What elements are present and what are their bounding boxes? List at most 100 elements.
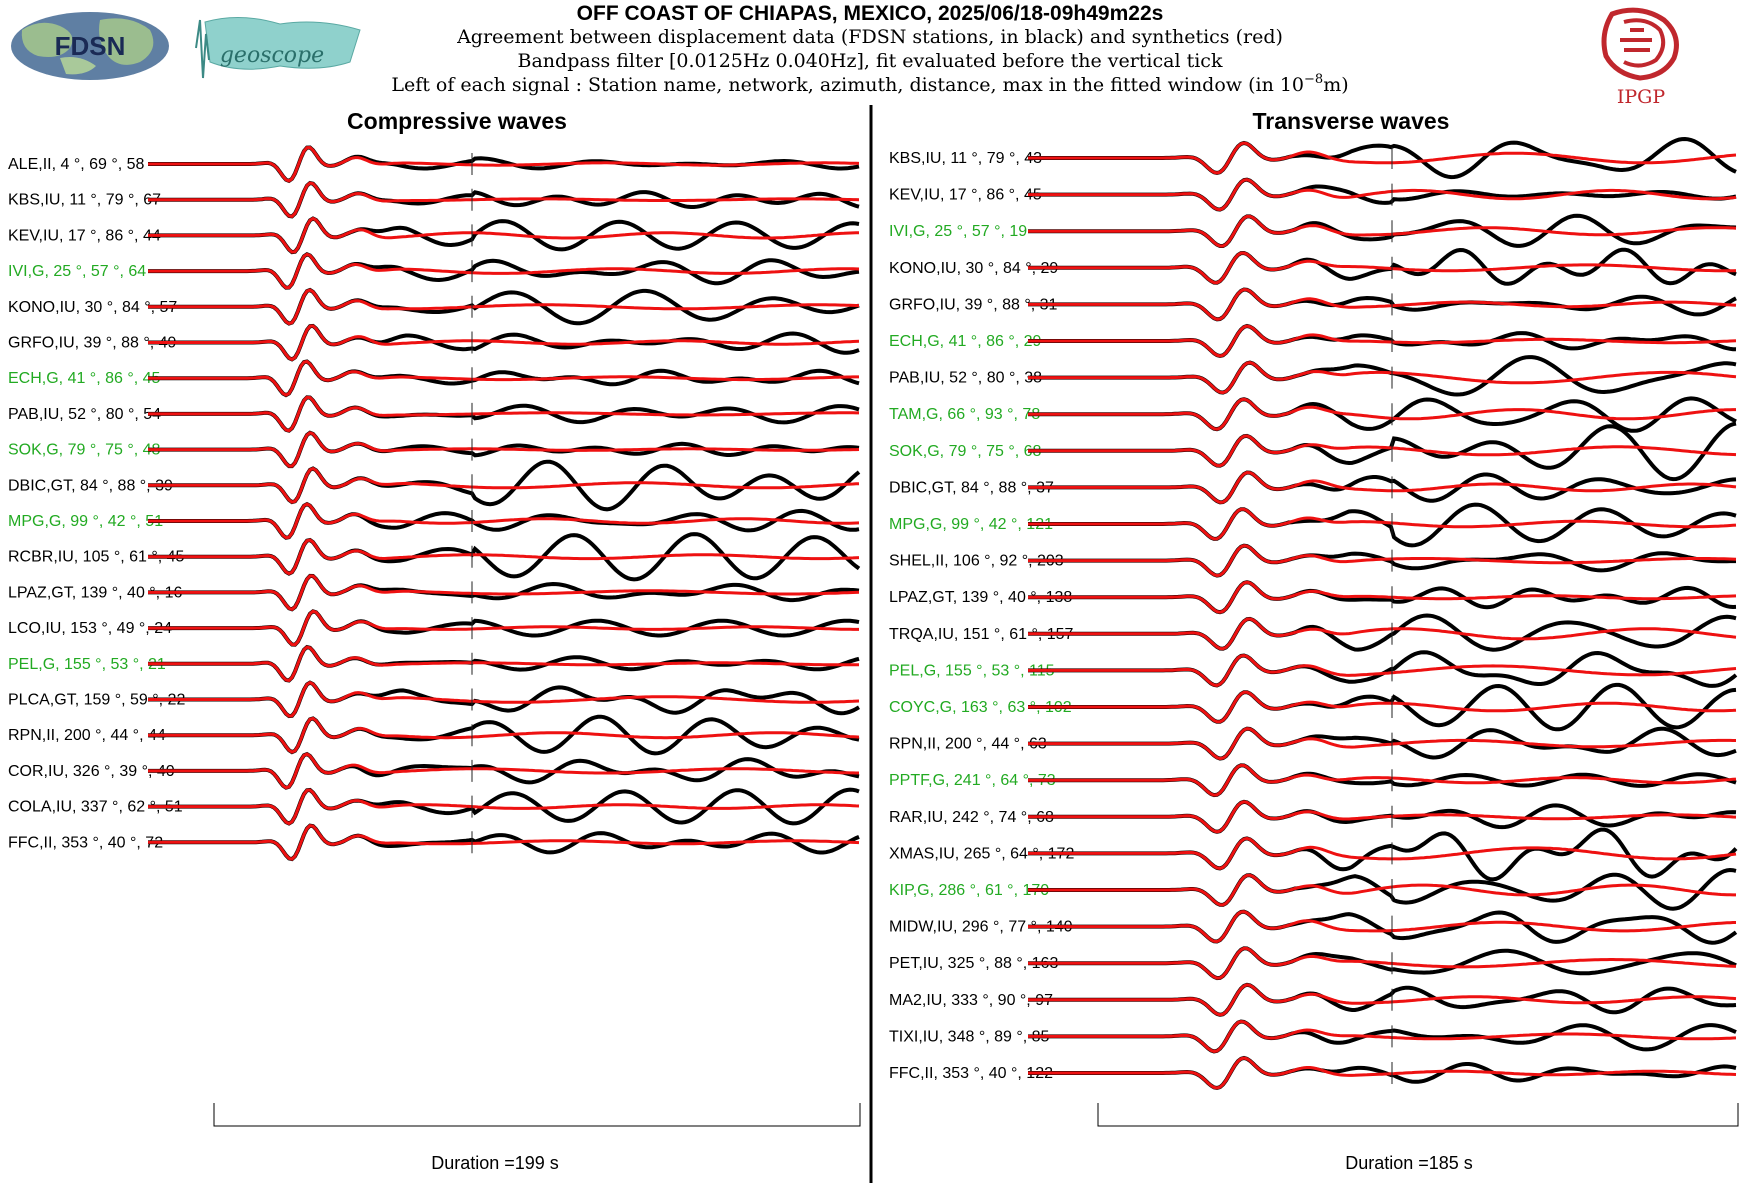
subtitle-line-3-prefix: Left of each signal : Station name, netw… — [391, 74, 1304, 96]
station-label: MIDW,IU, 296 °, 77 °, 140 — [889, 919, 1073, 936]
station-label: XMAS,IU, 265 °, 64 °, 172 — [889, 845, 1074, 862]
figure-title: OFF COAST OF CHIAPAS, MEXICO, 2025/06/18… — [577, 2, 1164, 25]
synthetic-trace — [148, 645, 859, 683]
subtitle-line-2: Bandpass filter [0.0125Hz 0.040Hz], fit … — [518, 50, 1223, 72]
compressive-duration-label: Duration =199 s — [431, 1153, 559, 1173]
ipgp-logo-text: IPGP — [1617, 86, 1665, 108]
synthetic-trace — [148, 609, 859, 647]
synthetic-trace — [1028, 617, 1737, 651]
synthetic-trace — [1028, 361, 1737, 395]
synthetic-trace — [1028, 1019, 1737, 1053]
subtitle-line-3: Left of each signal : Station name, netw… — [391, 72, 1348, 96]
synthetic-trace — [1028, 946, 1737, 980]
synthetic-trace — [148, 752, 859, 790]
station-label: GRFO,IU, 39 °, 88 °, 49 — [8, 335, 177, 352]
ipgp-logo: IPGP — [1601, 7, 1679, 108]
synthetic-trace — [148, 716, 860, 754]
synthetic-trace — [148, 502, 860, 540]
synthetic-trace — [1028, 287, 1737, 321]
synthetic-trace — [148, 359, 859, 397]
synthetic-trace — [1028, 507, 1737, 541]
station-label: COR,IU, 326 °, 39 °, 40 — [8, 763, 175, 780]
station-label: PAB,IU, 52 °, 80 °, 54 — [8, 406, 161, 423]
synthetic-trace — [148, 788, 860, 826]
synthetic-trace — [1028, 251, 1737, 285]
duration-bracket — [213, 1103, 861, 1127]
synthetic-trace — [148, 288, 860, 326]
station-label: FFC,II, 353 °, 40 °, 72 — [8, 834, 163, 851]
station-label: KEV,IU, 17 °, 86 °, 45 — [889, 187, 1042, 204]
fdsn-logo: FDSN — [11, 12, 169, 80]
station-label: RAR,IU, 242 °, 74 °, 68 — [889, 809, 1054, 826]
synthetic-trace — [1028, 800, 1737, 834]
compressive-panel-title: Compressive waves — [347, 108, 567, 134]
transverse-waves-panel: KBS,IU, 11 °, 79 °, 43 KEV,IU, 17 °, 86 °… — [889, 136, 1739, 1127]
station-label: ALE,II, 4 °, 69 °, 58 — [8, 156, 145, 173]
station-label: TAM,G, 66 °, 93 °, 78 — [889, 406, 1040, 423]
station-label: RPN,II, 200 °, 44 °, 63 — [889, 736, 1047, 753]
duration-bracket — [1097, 1103, 1739, 1127]
station-label: KONO,IU, 30 °, 84 °, 29 — [889, 260, 1058, 277]
geoscope-logo-text: geoscope — [220, 43, 324, 68]
station-label: KONO,IU, 30 °, 84 °, 57 — [8, 299, 177, 316]
synthetic-trace — [148, 324, 860, 362]
station-label: MPG,G, 99 °, 42 °, 51 — [8, 513, 163, 530]
station-label: TRQA,IU, 151 °, 61 °, 157 — [889, 626, 1074, 643]
station-label: LCO,IU, 153 °, 49 °, 24 — [8, 620, 172, 637]
station-label: KBS,IU, 11 °, 79 °, 43 — [889, 150, 1042, 167]
synthetic-trace — [148, 145, 860, 183]
station-label: ECH,G, 41 °, 86 °, 45 — [8, 370, 161, 387]
synthetic-trace — [1028, 580, 1737, 614]
station-label: IVI,G, 25 °, 57 °, 19 — [889, 223, 1027, 240]
station-label: RCBR,IU, 105 °, 61 °, 45 — [8, 549, 185, 566]
synthetic-trace — [1028, 653, 1737, 687]
synthetic-trace — [148, 538, 860, 576]
station-label: MPG,G, 99 °, 42 °, 121 — [889, 516, 1053, 533]
synthetic-trace — [1028, 763, 1737, 797]
station-label: KIP,G, 286 °, 61 °, 170 — [889, 882, 1049, 899]
synthetic-trace — [1028, 178, 1737, 212]
station-label: COYC,G, 163 °, 63 °, 102 — [889, 699, 1072, 716]
station-label: KEV,IU, 17 °, 86 °, 44 — [8, 227, 161, 244]
station-label: SHEL,II, 106 °, 92 °, 203 — [889, 553, 1064, 570]
subtitle-line-3-suffix: m) — [1323, 74, 1348, 96]
station-label: LPAZ,GT, 139 °, 40 °, 138 — [889, 589, 1072, 606]
synthetic-trace — [1028, 470, 1737, 504]
synthetic-trace — [148, 466, 860, 504]
synthetic-trace — [148, 181, 860, 218]
compressive-waves-panel: ALE,II, 4 °, 69 °, 58 KBS,IU, 11 °, 79 °,… — [8, 145, 861, 1127]
station-label: MA2,IU, 333 °, 90 °, 97 — [889, 992, 1053, 1009]
station-label: SOK,G, 79 °, 75 °, 68 — [889, 443, 1042, 460]
synthetic-trace — [1028, 1056, 1737, 1090]
synthetic-trace — [148, 574, 860, 611]
station-label: LPAZ,GT, 139 °, 40 °, 16 — [8, 584, 182, 601]
synthetic-trace — [1028, 397, 1736, 431]
synthetic-trace — [148, 431, 860, 468]
station-label: IVI,G, 25 °, 57 °, 64 — [8, 263, 146, 280]
synthetic-trace — [1028, 324, 1737, 358]
synthetic-trace — [148, 823, 860, 861]
station-label: DBIC,GT, 84 °, 88 °, 39 — [8, 477, 173, 494]
synthetic-trace — [148, 216, 859, 254]
data-trace — [1028, 355, 1737, 397]
synthetic-trace — [1028, 690, 1737, 724]
station-label: DBIC,GT, 84 °, 88 °, 37 — [889, 479, 1054, 496]
geoscope-logo: geoscope — [195, 16, 361, 79]
subtitle-line-3-exponent: −8 — [1304, 72, 1323, 87]
transverse-panel-title: Transverse waves — [1253, 108, 1450, 134]
station-label: RPN,II, 200 °, 44 °, 44 — [8, 727, 166, 744]
synthetic-trace — [1028, 214, 1737, 248]
station-label: PEL,G, 155 °, 53 °, 115 — [889, 662, 1055, 679]
station-label: COLA,IU, 337 °, 62 °, 51 — [8, 799, 183, 816]
station-label: GRFO,IU, 39 °, 88 °, 31 — [889, 296, 1058, 313]
synthetic-trace — [1028, 544, 1737, 578]
transverse-duration-label: Duration =185 s — [1345, 1153, 1473, 1173]
station-label: PEL,G, 155 °, 53 °, 21 — [8, 656, 166, 673]
synthetic-trace — [148, 680, 860, 718]
station-label: FFC,II, 353 °, 40 °, 122 — [889, 1065, 1053, 1082]
station-label: TIXI,IU, 348 °, 89 °, 85 — [889, 1028, 1050, 1045]
station-label: SOK,G, 79 °, 75 °, 48 — [8, 442, 161, 459]
station-label: PAB,IU, 52 °, 80 °, 38 — [889, 370, 1042, 387]
station-label: KBS,IU, 11 °, 79 °, 67 — [8, 192, 161, 209]
